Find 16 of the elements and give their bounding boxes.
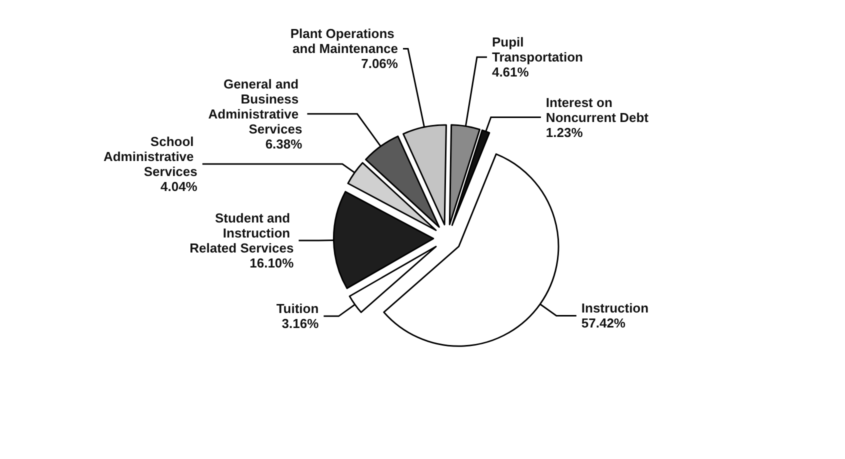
data-label: 57.42% — [581, 316, 626, 331]
slice-label: Tuition — [276, 301, 319, 316]
slice-label: School Administrative Services — [103, 134, 198, 179]
slice-label: Pupil Transportation — [492, 34, 584, 65]
data-label: 3.16% — [282, 316, 320, 332]
data-label: 4.61% — [492, 64, 530, 80]
slice-label: Instruction — [581, 300, 649, 316]
data-label: 6.38% — [265, 136, 303, 152]
data-label: 4.04% — [160, 178, 198, 194]
slice-label: Student and Instruction Related Services — [190, 210, 294, 256]
data-label: 7.06% — [361, 56, 398, 72]
slice-label: Interest on Noncurrent Debt — [546, 94, 650, 125]
slice-label: Plant Operations and Maintenance — [290, 26, 398, 56]
slice-label: General and Business Administrative Services — [208, 76, 302, 136]
data-label: 16.10% — [250, 255, 294, 270]
data-label: 1.23% — [546, 124, 584, 140]
